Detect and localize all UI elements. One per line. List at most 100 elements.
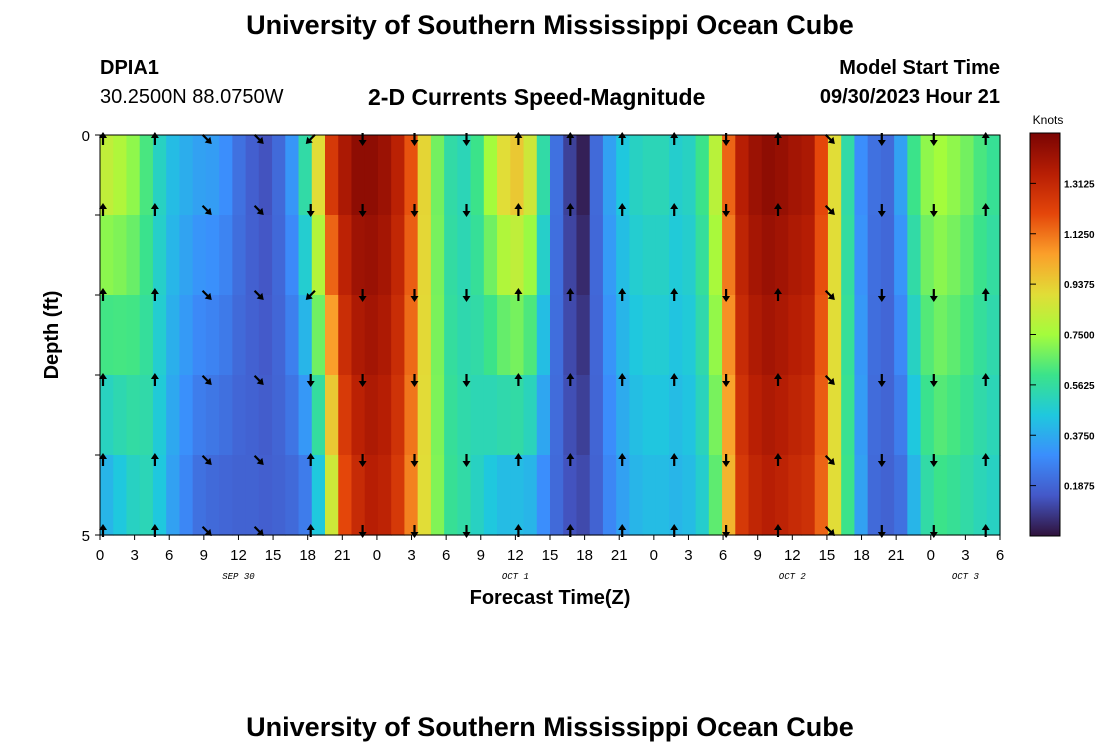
current-arrow: [722, 454, 731, 467]
heatmap-cell: [232, 455, 247, 536]
heatmap-cell: [404, 135, 419, 216]
heatmap-cell: [272, 295, 286, 376]
heatmap-cell: [100, 135, 114, 216]
colorbar-tick-label: 1.1250: [1064, 230, 1095, 241]
heatmap-cell: [629, 295, 644, 376]
current-arrow: [824, 289, 835, 300]
page-title-top: University of Southern Mississippi Ocean…: [246, 10, 854, 40]
heatmap-cell: [325, 455, 339, 536]
x-tick-label: 18: [853, 547, 870, 564]
heatmap-cell: [351, 135, 366, 216]
current-arrow: [722, 289, 731, 302]
heatmap-cell: [867, 455, 882, 536]
heatmap-cell: [669, 215, 683, 296]
heatmap-cell: [947, 375, 961, 456]
colorbar-tick-label: 0.3750: [1064, 431, 1095, 442]
x-tick-label: 12: [507, 547, 524, 564]
heatmap-cell: [920, 215, 935, 296]
heatmap-cell: [960, 455, 975, 536]
x-tick-label: 21: [888, 547, 905, 564]
heatmap-cell: [152, 135, 167, 216]
heatmap-cell: [589, 455, 604, 536]
colorbar: Knots 1.3125 1.1250 0.9375 0.7500 0.5625 0.37…: [1029, 113, 1095, 537]
heatmap-cell: [761, 295, 776, 376]
heatmap-cell: [457, 215, 472, 296]
current-arrow: [566, 288, 575, 301]
heatmap-cell: [272, 455, 286, 536]
heatmap-cell: [298, 375, 313, 456]
heatmap-cell: [986, 455, 1001, 536]
heatmap-cell: [933, 135, 948, 216]
station-coords: 30.2500N 88.0750W: [100, 86, 284, 108]
heatmap-cell: [616, 215, 631, 296]
current-arrow: [670, 288, 679, 301]
heatmap-cell: [947, 135, 961, 216]
heatmap-cell: [576, 375, 591, 456]
heatmap-cell: [139, 215, 154, 296]
heatmap-cell: [338, 375, 353, 456]
heatmap-cell: [629, 455, 644, 536]
heatmap-cell: [563, 215, 578, 296]
current-arrow: [877, 454, 886, 467]
current-arrow: [462, 289, 471, 302]
x-tick-label: 18: [299, 547, 316, 564]
heatmap-cell: [933, 215, 948, 296]
heatmap-cell: [510, 375, 525, 456]
heatmap-cell: [589, 295, 604, 376]
heatmap-cell: [788, 375, 803, 456]
heatmap-cell: [179, 215, 194, 296]
current-arrow: [670, 203, 679, 216]
heatmap-cell: [655, 215, 670, 296]
heatmap-cell: [258, 295, 273, 376]
x-tick-label: 6: [719, 547, 727, 564]
heatmap-cell: [113, 455, 128, 536]
x-tick-label: 9: [200, 547, 208, 564]
heatmap-cell: [655, 135, 670, 216]
current-arrow: [150, 203, 159, 216]
heatmap-cell: [258, 375, 273, 456]
heatmap-cell: [470, 375, 485, 456]
current-arrow: [99, 373, 107, 386]
heatmap-cell: [563, 295, 578, 376]
colorbar-title: Knots: [1033, 113, 1064, 127]
y-axis-title: Depth (ft): [41, 291, 63, 380]
heatmap-cell: [920, 135, 935, 216]
current-arrow: [150, 453, 159, 466]
heatmap-cell: [550, 375, 564, 456]
heatmap-cell: [430, 375, 445, 456]
heatmap-cell: [258, 455, 273, 536]
current-arrow: [150, 373, 159, 386]
x-tick-label: 15: [265, 547, 282, 564]
current-arrow: [929, 454, 938, 467]
heatmap-cell: [563, 135, 578, 216]
heatmap-cell: [285, 455, 300, 536]
x-tick-label: 3: [130, 547, 138, 564]
heatmap-cell: [338, 135, 353, 216]
heatmap-cell: [377, 295, 392, 376]
heatmap-cell: [444, 215, 458, 296]
x-tick-label: 9: [754, 547, 762, 564]
heatmap-cell: [100, 215, 114, 296]
heatmap-cell: [563, 455, 578, 536]
current-arrow: [618, 453, 627, 466]
y-tick-label: 0: [82, 128, 90, 145]
heatmap-cell: [325, 295, 339, 376]
current-arrow: [410, 374, 419, 387]
current-arrow: [981, 453, 990, 466]
heatmap-cell: [814, 295, 829, 376]
current-arrow: [306, 374, 315, 387]
current-arrow: [306, 453, 315, 466]
current-arrow: [462, 454, 471, 467]
heatmap-cell: [311, 295, 326, 376]
heatmap-cell: [536, 375, 551, 456]
heatmap-cell: [430, 135, 445, 216]
heatmap-cell: [404, 455, 419, 536]
current-arrow: [201, 289, 212, 300]
x-tick-label: 21: [334, 547, 351, 564]
heatmap-cell: [801, 215, 816, 296]
heatmap-cell: [152, 295, 167, 376]
heatmap-cell: [364, 375, 379, 456]
heatmap-cell: [894, 295, 908, 376]
current-arrow: [462, 204, 471, 217]
